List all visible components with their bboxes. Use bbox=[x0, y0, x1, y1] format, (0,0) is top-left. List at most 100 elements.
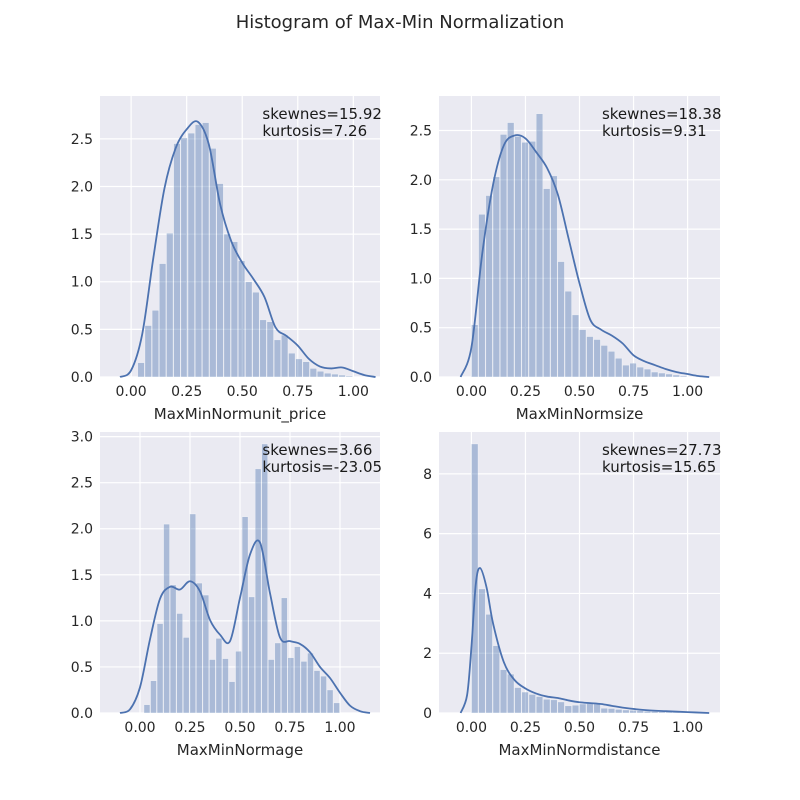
y-tick-label: 2.0 bbox=[71, 522, 93, 538]
stats-annotation: kurtosis=15.65 bbox=[602, 458, 716, 476]
x-tick-label: 0.75 bbox=[618, 384, 649, 400]
histogram-bar bbox=[223, 233, 231, 378]
x-axis-label: MaxMinNormsize bbox=[516, 405, 644, 423]
x-tick-label: 0.50 bbox=[564, 720, 595, 736]
y-tick-label: 8 bbox=[423, 467, 432, 483]
histogram-bar bbox=[324, 372, 332, 378]
histogram-bar bbox=[202, 122, 210, 378]
x-axis-label: MaxMinNormunit_price bbox=[154, 405, 326, 424]
histogram-bar bbox=[302, 361, 310, 378]
histogram-bar bbox=[485, 195, 493, 378]
histogram-bar bbox=[187, 132, 195, 378]
x-tick-label: 0.75 bbox=[274, 720, 305, 736]
histogram-bar bbox=[507, 122, 515, 378]
histogram-bar bbox=[294, 646, 301, 714]
histogram-bar bbox=[571, 314, 580, 378]
y-tick-label: 0.5 bbox=[71, 660, 93, 676]
histogram-bar bbox=[658, 372, 666, 378]
histogram-bar bbox=[643, 368, 652, 378]
histogram-bar bbox=[499, 134, 508, 378]
histogram-bar bbox=[230, 241, 238, 378]
y-tick-label: 0.0 bbox=[410, 370, 432, 386]
y-tick-label: 6 bbox=[423, 527, 432, 543]
y-tick-label: 2 bbox=[423, 646, 432, 662]
histogram-bar bbox=[287, 657, 295, 714]
histogram-bar bbox=[665, 373, 673, 378]
kde-curve bbox=[119, 120, 376, 378]
histogram-bar bbox=[514, 687, 522, 714]
histogram-bar bbox=[528, 694, 536, 714]
histogram-bar bbox=[180, 137, 188, 378]
stats-annotation: skewnes=27.73 bbox=[602, 441, 722, 459]
histogram-bar bbox=[564, 290, 572, 378]
histogram-bar bbox=[202, 594, 210, 714]
subplot-3: 0.00 0.25 0.50 0.75 1.00 0.0 0.5 1.0 1.5 2.0 2.5 3.… bbox=[71, 430, 382, 759]
histogram-bar bbox=[173, 143, 181, 378]
histogram-bar bbox=[268, 659, 275, 714]
histogram-bar bbox=[176, 613, 183, 714]
x-tick-label: 0.75 bbox=[618, 720, 649, 736]
stats-annotation: kurtosis=-23.05 bbox=[262, 458, 382, 476]
histogram-bar bbox=[194, 124, 203, 378]
histogram-bar bbox=[579, 329, 587, 378]
histogram-bar bbox=[651, 371, 659, 378]
histogram-bar bbox=[535, 696, 544, 714]
y-tick-label: 1.5 bbox=[410, 222, 432, 238]
histogram-bar bbox=[557, 701, 565, 714]
y-tick-label: 0 bbox=[423, 706, 432, 722]
histogram-bar bbox=[535, 113, 544, 378]
stats-annotation: kurtosis=7.26 bbox=[262, 122, 367, 140]
histogram-bar bbox=[209, 148, 217, 378]
histogram-bar bbox=[622, 709, 630, 714]
histogram-bar bbox=[295, 358, 303, 378]
y-tick-label: 2.0 bbox=[71, 179, 93, 195]
histogram-bar bbox=[169, 584, 177, 714]
histogram-bar bbox=[150, 680, 157, 714]
histogram-bar bbox=[629, 362, 637, 378]
histogram-bar bbox=[478, 588, 486, 714]
histogram-bar bbox=[543, 698, 551, 714]
y-tick-label: 2.0 bbox=[410, 173, 432, 189]
histogram-bar bbox=[163, 523, 170, 714]
histogram-bar bbox=[313, 670, 321, 714]
histogram-bar bbox=[643, 710, 652, 714]
x-tick-label: 0.25 bbox=[171, 384, 202, 400]
histogram-bar bbox=[274, 642, 281, 714]
stats-annotation: skewnes=3.66 bbox=[262, 441, 372, 459]
histogram-bar bbox=[259, 319, 267, 378]
histogram-bar bbox=[636, 710, 644, 714]
histogram-bar bbox=[550, 175, 558, 378]
y-tick-label: 3.0 bbox=[71, 430, 93, 446]
histogram-bar bbox=[216, 183, 224, 378]
histogram-bar bbox=[615, 358, 623, 378]
kde-curve bbox=[119, 539, 371, 714]
histogram-bar bbox=[499, 669, 508, 714]
histogram-bar bbox=[557, 261, 565, 378]
histogram-bar bbox=[492, 176, 500, 378]
histogram-bar bbox=[209, 659, 216, 714]
x-tick-label: 0.50 bbox=[227, 384, 258, 400]
histogram-bar bbox=[196, 582, 203, 714]
y-tick-label: 0.0 bbox=[71, 706, 93, 722]
histogram-bar bbox=[528, 141, 536, 378]
x-tick-label: 0.50 bbox=[224, 720, 255, 736]
histogram-bar bbox=[514, 136, 522, 378]
y-tick-label: 2.5 bbox=[71, 132, 93, 148]
y-tick-label: 1.5 bbox=[71, 227, 93, 243]
x-axis-label: MaxMinNormdistance bbox=[498, 741, 660, 759]
x-tick-label: 0.00 bbox=[116, 384, 147, 400]
histogram-bar bbox=[629, 710, 637, 714]
histogram-bar bbox=[636, 366, 644, 378]
histogram-bar bbox=[222, 658, 229, 714]
x-tick-label: 1.00 bbox=[338, 384, 369, 400]
histogram-bar bbox=[338, 374, 346, 378]
x-tick-label: 0.25 bbox=[510, 384, 541, 400]
histogram-bar bbox=[586, 336, 594, 378]
histogram-bar bbox=[316, 371, 325, 378]
x-tick-label: 1.00 bbox=[672, 720, 703, 736]
plot-background bbox=[100, 96, 380, 377]
histogram-bar bbox=[166, 232, 174, 378]
histogram-bar bbox=[144, 325, 152, 378]
histogram-bar bbox=[252, 291, 260, 378]
histogram-bar bbox=[331, 373, 339, 378]
